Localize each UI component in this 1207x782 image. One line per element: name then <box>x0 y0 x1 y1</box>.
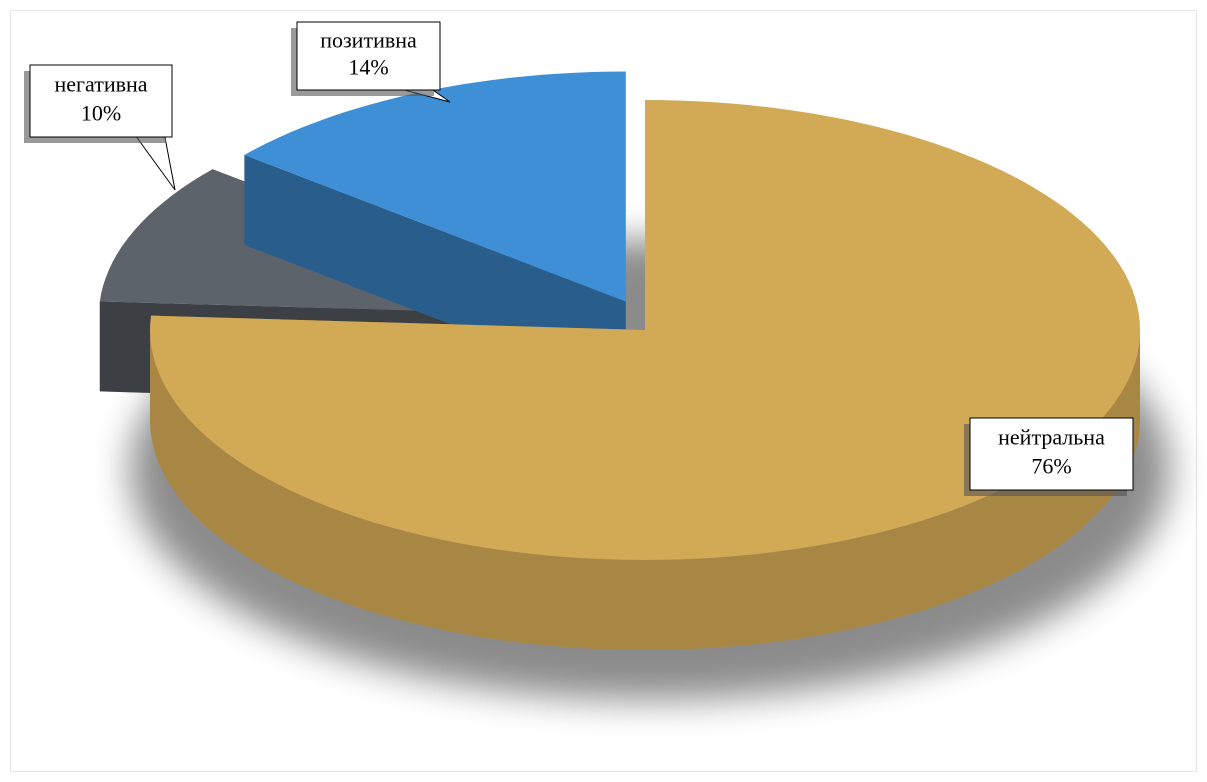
label-box <box>29 64 173 138</box>
data-label: позитивна 14% <box>291 21 451 103</box>
label-category: позитивна <box>320 27 417 52</box>
label-value: 76% <box>1031 453 1071 478</box>
slice <box>150 100 1140 650</box>
pie-slice <box>150 100 1140 560</box>
label-box <box>296 21 441 91</box>
label-category: нейтральна <box>998 425 1105 450</box>
pie-slice <box>244 71 626 302</box>
data-label: негативна 10% <box>24 64 176 191</box>
slice-side <box>150 330 1140 650</box>
label-value: 14% <box>348 55 388 80</box>
slice-side-shade <box>150 330 1140 650</box>
label-box <box>969 417 1134 491</box>
data-label: нейтральна 76% <box>964 417 1134 496</box>
label-category: негативна <box>54 72 147 97</box>
label-value: 10% <box>81 100 121 125</box>
